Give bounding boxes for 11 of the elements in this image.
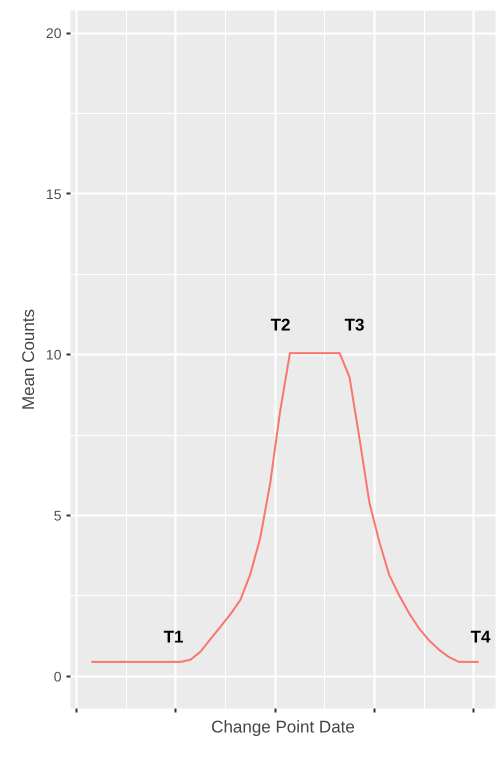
x-axis-title: Change Point Date <box>211 718 355 736</box>
y-tick-label: 15 <box>46 186 62 202</box>
annotation: T1 <box>164 628 184 646</box>
y-tick-label: 10 <box>46 346 62 363</box>
y-tick-label: 20 <box>46 25 62 42</box>
y-tick-label: 0 <box>54 668 62 684</box>
y-tick-label: 5 <box>54 508 62 524</box>
y-axis-title: Mean Counts <box>18 308 38 410</box>
annotation: T4 <box>470 628 491 646</box>
annotation: T2 <box>270 316 290 334</box>
annotation: T3 <box>344 316 364 334</box>
